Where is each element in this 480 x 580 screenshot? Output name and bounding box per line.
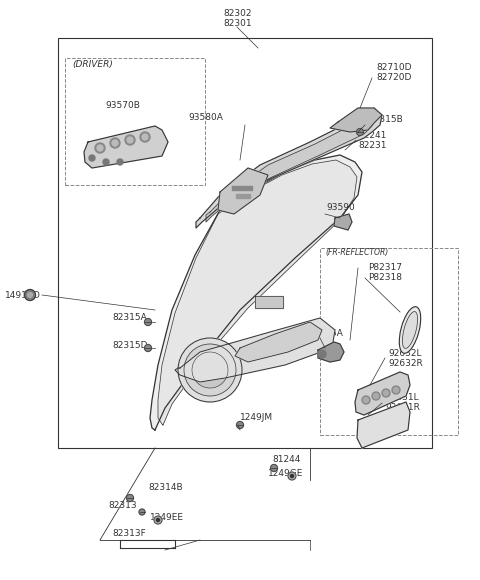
Text: 97135A: 97135A (308, 328, 343, 338)
Circle shape (144, 318, 152, 325)
Circle shape (127, 137, 133, 143)
Text: 82315A: 82315A (112, 314, 147, 322)
Bar (236, 194, 250, 198)
Circle shape (103, 159, 109, 165)
Polygon shape (150, 155, 362, 430)
Polygon shape (330, 108, 382, 132)
Polygon shape (196, 108, 382, 228)
Circle shape (184, 344, 236, 396)
Polygon shape (158, 160, 357, 425)
Text: 1491AD: 1491AD (5, 291, 41, 299)
Circle shape (110, 138, 120, 148)
Circle shape (112, 140, 118, 146)
Circle shape (24, 289, 36, 300)
Polygon shape (357, 402, 410, 448)
Text: 1249JM: 1249JM (240, 414, 273, 422)
Text: 82313: 82313 (108, 501, 137, 509)
Text: 93580A: 93580A (188, 114, 223, 122)
Text: 82313F: 82313F (112, 528, 146, 538)
Ellipse shape (399, 307, 420, 353)
Polygon shape (235, 322, 322, 362)
Text: (FR-REFLECTOR): (FR-REFLECTOR) (325, 248, 388, 256)
Circle shape (357, 129, 363, 136)
Bar (320, 248, 458, 435)
Circle shape (372, 392, 380, 400)
Circle shape (139, 509, 145, 515)
Circle shape (288, 472, 296, 480)
Bar (232, 186, 252, 190)
Circle shape (127, 495, 133, 502)
Circle shape (27, 292, 33, 298)
Text: (DRIVER): (DRIVER) (72, 60, 113, 68)
Circle shape (271, 465, 277, 472)
Circle shape (125, 135, 135, 145)
Circle shape (97, 145, 103, 151)
Text: 92631R: 92631R (385, 404, 420, 412)
Polygon shape (318, 342, 344, 362)
Text: 81244: 81244 (272, 455, 300, 465)
Circle shape (95, 143, 105, 153)
Bar (255, 296, 283, 308)
Text: 93590: 93590 (326, 204, 355, 212)
Text: 92632R: 92632R (388, 358, 423, 368)
Circle shape (373, 393, 379, 398)
Text: 82315B: 82315B (368, 115, 403, 125)
Polygon shape (84, 126, 168, 168)
Text: 92632L: 92632L (388, 349, 421, 357)
Polygon shape (218, 168, 268, 214)
Bar (65, 58, 205, 185)
Text: 82241: 82241 (358, 132, 386, 140)
Bar (58, 38, 432, 448)
Text: P82317: P82317 (368, 263, 402, 273)
Text: 82315D: 82315D (112, 340, 147, 350)
Circle shape (142, 134, 148, 140)
Circle shape (290, 474, 293, 477)
Ellipse shape (402, 311, 418, 349)
Circle shape (178, 338, 242, 402)
Text: 82301: 82301 (224, 19, 252, 27)
Text: 82710D: 82710D (376, 63, 411, 72)
Text: 82720D: 82720D (376, 74, 411, 82)
Text: 82302: 82302 (224, 9, 252, 17)
Circle shape (89, 155, 95, 161)
Circle shape (392, 386, 400, 394)
Circle shape (362, 396, 370, 404)
Polygon shape (355, 372, 410, 415)
Circle shape (154, 516, 162, 524)
Circle shape (144, 345, 152, 351)
Circle shape (384, 390, 388, 396)
Polygon shape (175, 318, 335, 382)
Circle shape (140, 132, 150, 142)
Text: 1249EE: 1249EE (150, 513, 184, 521)
Circle shape (237, 422, 243, 429)
Circle shape (318, 350, 326, 358)
Text: 92631L: 92631L (385, 393, 419, 403)
Text: 82314B: 82314B (148, 484, 182, 492)
Polygon shape (206, 113, 375, 222)
Circle shape (382, 389, 390, 397)
Circle shape (156, 519, 159, 521)
Text: 93570B: 93570B (105, 100, 140, 110)
Text: P82318: P82318 (368, 274, 402, 282)
Circle shape (394, 387, 398, 393)
Circle shape (117, 159, 123, 165)
Polygon shape (334, 214, 352, 230)
Circle shape (192, 352, 228, 388)
Text: 1249GE: 1249GE (268, 469, 303, 478)
Text: 82231: 82231 (358, 142, 386, 150)
Circle shape (363, 397, 369, 403)
